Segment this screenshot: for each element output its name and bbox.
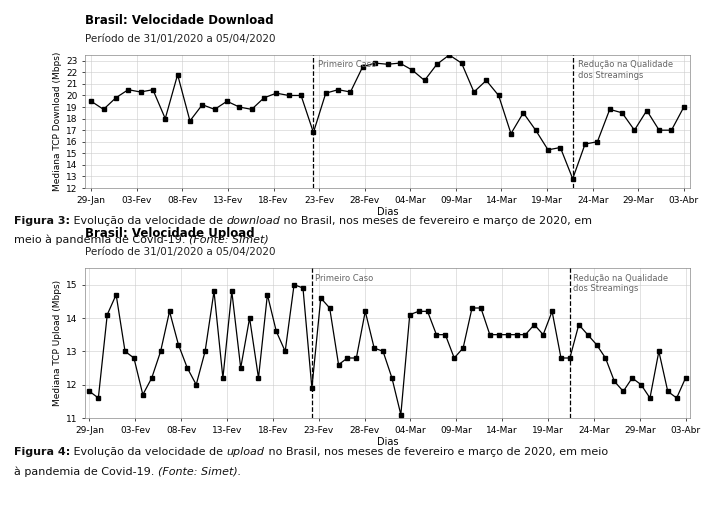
X-axis label: Dias: Dias [377,437,398,447]
Text: (Fonte: Simet): (Fonte: Simet) [189,235,269,245]
Text: Redução na Qualidade
dos Streamings: Redução na Qualidade dos Streamings [574,274,669,293]
Text: Evolução da velocidade de: Evolução da velocidade de [70,447,227,458]
Text: à pandemia de Covid-19.: à pandemia de Covid-19. [14,467,158,477]
Text: Período de 31/01/2020 a 05/04/2020: Período de 31/01/2020 a 05/04/2020 [85,247,275,257]
Text: Figura 4:: Figura 4: [14,447,70,458]
Text: download: download [227,216,280,226]
Y-axis label: Mediana TCP Download (Mbps): Mediana TCP Download (Mbps) [53,52,62,191]
Text: Período de 31/01/2020 a 05/04/2020: Período de 31/01/2020 a 05/04/2020 [85,34,275,44]
X-axis label: Dias: Dias [377,208,398,218]
Y-axis label: Mediana TCP Upload (Mbps): Mediana TCP Upload (Mbps) [53,280,62,406]
Text: Redução na Qualidade
dos Streamings: Redução na Qualidade dos Streamings [578,60,673,80]
Text: no Brasil, nos meses de fevereiro e março de 2020, em meio: no Brasil, nos meses de fevereiro e març… [265,447,608,458]
Text: Brasil: Velocidade Download: Brasil: Velocidade Download [85,14,274,27]
Text: Evolução da velocidade de: Evolução da velocidade de [70,216,227,226]
Text: upload: upload [227,447,265,458]
Text: Primeiro Caso: Primeiro Caso [315,274,374,283]
Text: meio à pandemia de Covid-19.: meio à pandemia de Covid-19. [14,235,189,245]
Text: (Fonte: Simet).: (Fonte: Simet). [158,467,241,477]
Text: Brasil: Velocidade Upload: Brasil: Velocidade Upload [85,227,255,240]
Text: no Brasil, nos meses de fevereiro e março de 2020, em: no Brasil, nos meses de fevereiro e març… [280,216,593,226]
Text: Figura 3:: Figura 3: [14,216,70,226]
Text: Primeiro Caso: Primeiro Caso [318,60,377,69]
